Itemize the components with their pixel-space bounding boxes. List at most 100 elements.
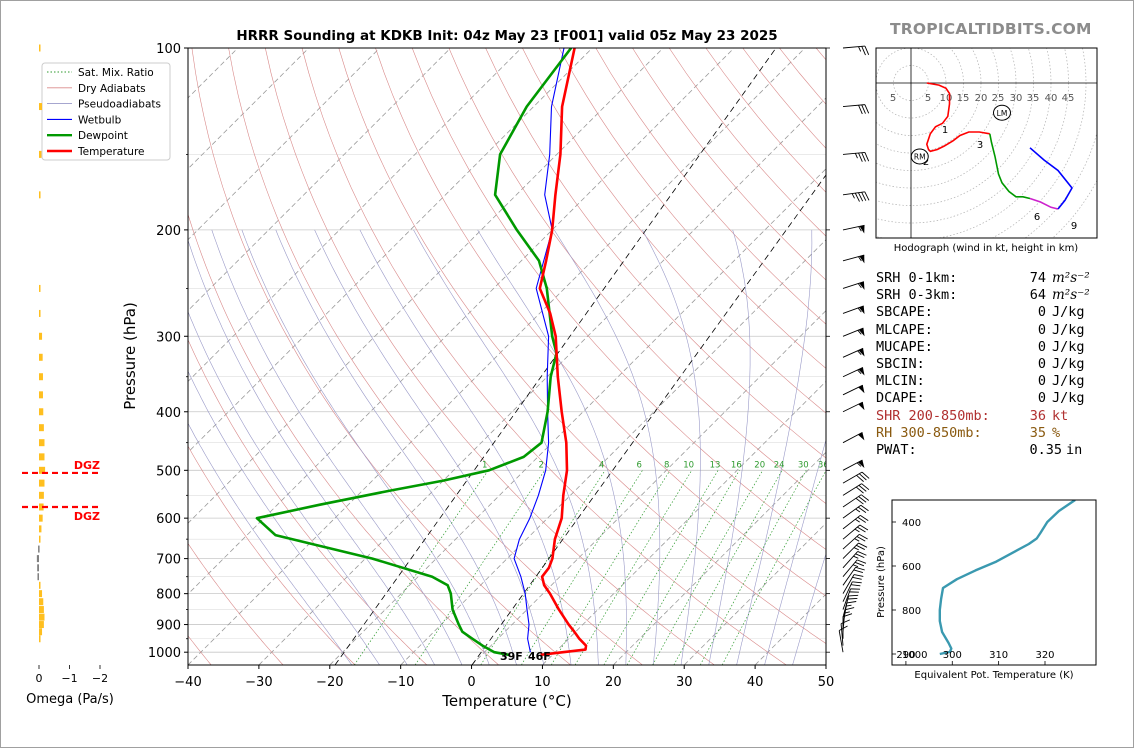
moist-adiabat-line <box>359 229 572 665</box>
wind-barb <box>842 152 870 162</box>
wind-barb <box>842 191 870 202</box>
mixing-ratio-line <box>521 470 643 665</box>
param-row: SBCIN: 0 J/kg <box>876 356 1106 373</box>
y-tick-label: 800 <box>156 588 181 603</box>
param-unit: J/kg <box>1052 373 1085 390</box>
profile-wetbulb <box>513 48 565 653</box>
moist-adiabat-line <box>188 239 435 665</box>
wind-barb-full <box>854 192 860 202</box>
mixing-ratio-label: 36 <box>818 460 829 470</box>
hodograph-height-label: 9 <box>1071 221 1077 232</box>
dry-adiabat-line <box>188 339 428 665</box>
omega-bar <box>39 479 45 487</box>
param-value: 0 <box>1037 390 1046 407</box>
isotherm-line <box>471 310 826 665</box>
dry-adiabat-line <box>522 48 826 414</box>
wind-barb-staff <box>842 514 861 530</box>
mixing-ratio-line <box>652 470 764 665</box>
wind-barb <box>842 104 870 115</box>
moist-adiabat-line <box>275 229 517 665</box>
wind-barb-staff <box>842 567 856 586</box>
x-tick-label: 10 <box>534 675 551 690</box>
wind-barb-staff <box>838 630 844 653</box>
hodograph-rm-label: RM <box>914 153 926 162</box>
wind-barb <box>842 581 862 602</box>
mixing-ratio-line <box>574 470 693 665</box>
wind-barb-staff <box>842 483 862 496</box>
wind-barb-full <box>860 514 869 521</box>
param-unit: kt <box>1052 407 1069 424</box>
wind-barb <box>842 504 869 519</box>
omega-bar <box>39 424 44 432</box>
omega-bar <box>39 309 41 317</box>
omega-bar <box>39 491 44 499</box>
hodograph-ring-label: 25 <box>992 93 1005 104</box>
wind-barb-half <box>853 547 859 551</box>
param-label: SHR 200-850mb: <box>876 407 990 424</box>
wind-barb-full <box>846 601 857 604</box>
omega-bar <box>39 439 45 447</box>
hodograph-ring-label: 5 <box>890 93 896 104</box>
profile-temperature <box>538 48 588 657</box>
mixing-ratio-label: 16 <box>731 460 742 470</box>
dry-adiabat-line <box>188 445 356 665</box>
moist-adiabat-line <box>792 552 826 665</box>
moist-adiabat-line <box>314 229 545 665</box>
isotherm-line <box>188 48 806 665</box>
omega-bar <box>39 581 41 589</box>
wind-barb-half <box>858 226 862 232</box>
param-label: MLCIN: <box>876 373 925 390</box>
moist-adiabat-line <box>188 370 380 665</box>
omega-panel: 0 −1 −2 Omega (Pa/s) DGZ DGZ <box>22 44 114 707</box>
dry-adiabat-line <box>448 48 826 504</box>
wind-barb-staff <box>842 534 860 550</box>
wind-barb-full <box>857 506 867 513</box>
isotherm-line <box>258 97 826 665</box>
omega-bar <box>39 628 43 636</box>
wind-barb-full <box>859 533 868 540</box>
x-tick-label: 0 <box>467 675 475 690</box>
param-value: 64 <box>1029 287 1046 304</box>
wind-barb-full <box>858 152 863 162</box>
wind-barb-full <box>855 497 864 505</box>
wind-barb <box>842 431 865 444</box>
wind-barb-half <box>844 611 850 614</box>
x-tick-label: 30 <box>676 675 693 690</box>
wind-barb-flag <box>858 432 865 441</box>
wind-barb <box>842 254 865 264</box>
hodograph-height-label: 2 <box>923 157 929 168</box>
x-tick-label: 50 <box>818 675 835 690</box>
dry-adiabat-line <box>301 48 787 665</box>
legend-entry: Wetbulb <box>78 114 122 126</box>
thetae-x-tick-label: 300 <box>943 650 962 661</box>
wind-barb-flag <box>859 255 865 264</box>
wind-barb-full <box>840 619 850 625</box>
wind-barb <box>842 483 870 496</box>
wind-barb-half <box>857 329 862 335</box>
legend-entry: Sat. Mix. Ratio <box>78 67 154 79</box>
skewt-xlabel: Temperature (°C) <box>441 692 571 710</box>
isotherm-line <box>613 451 826 665</box>
param-label: SBCAPE: <box>876 304 933 321</box>
moist-adiabat-line <box>736 229 813 665</box>
wind-barb-full <box>858 485 867 492</box>
mixing-ratio-label: 2 <box>538 460 543 470</box>
wind-barb-staff <box>842 524 861 540</box>
legend-entry: Temperature <box>77 146 145 158</box>
param-row: RH 300-850mb: 35% <box>876 425 1106 442</box>
wind-barb-full <box>864 104 870 114</box>
wind-barb-full <box>855 486 864 494</box>
surface-temperature-label: 46F <box>528 650 551 663</box>
parameter-table: SRH 0-1km: 74 m²s⁻² SRH 0-3km: 64 m²s⁻² SBCAPE… <box>876 270 1106 459</box>
wind-barb-full <box>852 581 862 584</box>
wind-barb-flag <box>858 328 865 337</box>
param-value: 0.35 <box>1029 441 1062 458</box>
y-tick-label: 500 <box>156 464 181 479</box>
param-label: MUCAPE: <box>876 338 933 355</box>
param-row: MLCIN: 0 J/kg <box>876 373 1106 390</box>
mixing-ratio-label: 20 <box>754 460 765 470</box>
isotherm-line <box>329 168 826 665</box>
omega-tick-label: 0 <box>36 672 43 685</box>
omega-bar <box>39 353 43 361</box>
wind-barb-full <box>858 496 867 503</box>
